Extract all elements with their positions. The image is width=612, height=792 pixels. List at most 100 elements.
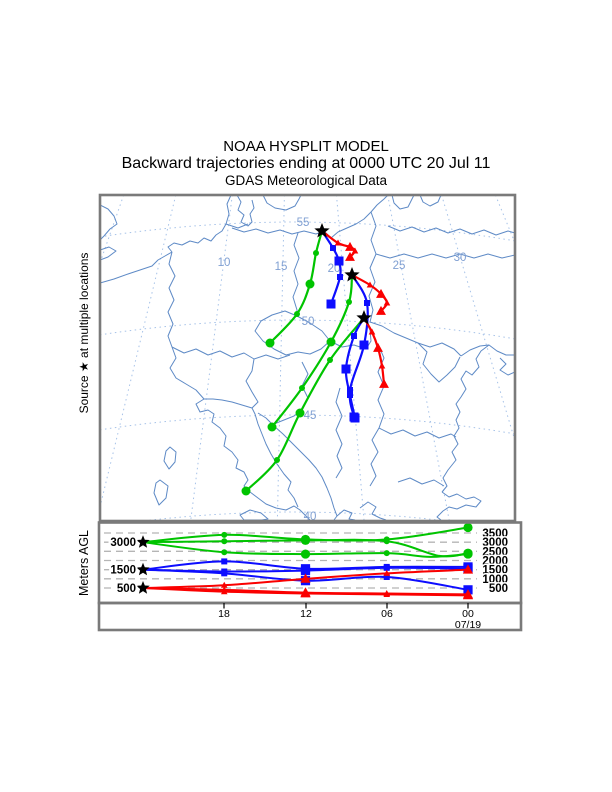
graticule-label: 30 [454, 252, 467, 264]
trajectory-marker-green [326, 337, 336, 347]
longitude-gridline [100, 195, 125, 265]
basemap-outline [171, 346, 255, 360]
basemap-outline [167, 195, 232, 253]
basemap-outline [460, 344, 490, 357]
graticule-label: 20 [328, 263, 341, 275]
time-axis-date-label: 07/19 [455, 619, 481, 631]
basemap-outline [335, 387, 343, 479]
trajectory-marker-red [383, 590, 391, 597]
basemap-outline [369, 427, 380, 487]
latitude-gridline [100, 319, 515, 340]
model-title: NOAA HYSPLIT MODEL [223, 138, 389, 155]
trajectory-marker-red [368, 328, 376, 335]
basemap-outline [100, 246, 117, 261]
time-axis-tick-label: 12 [300, 608, 312, 620]
height-axis-label-right: 3000 [482, 537, 508, 549]
basemap-outline [368, 211, 377, 323]
basemap-outline [245, 358, 259, 409]
trajectory-marker-blue [359, 340, 369, 350]
trajectory-marker-green [274, 457, 280, 463]
height-axis-label-right: 500 [489, 583, 508, 595]
trajectory-marker-blue [334, 256, 344, 266]
met-data-subtitle: GDAS Meteorological Data [224, 173, 388, 188]
trajectory-marker-blue [383, 574, 390, 580]
trajectory-marker-red [376, 288, 386, 298]
trajectory-marker-blue [341, 364, 351, 374]
graticule-label: 50 [302, 316, 315, 328]
trajectory-marker-blue [300, 565, 311, 576]
source-star-icon [314, 223, 330, 238]
trajectory-marker-red [378, 362, 386, 369]
latitude-gridline [100, 414, 515, 435]
source-star-icon [136, 535, 150, 548]
trajectory-marker-blue [383, 564, 390, 571]
trajectory-marker-blue [221, 558, 228, 565]
trajectory-marker-green [327, 357, 333, 363]
trajectory-marker-red [462, 564, 474, 574]
trajectory-marker-red [345, 251, 355, 261]
basemap-outline [100, 251, 173, 284]
trajectory-marker-red [383, 299, 391, 306]
source-star-icon [136, 562, 150, 576]
height-axis-label-left: 3000 [110, 537, 136, 549]
map-trajectory-green [244, 316, 366, 493]
map-frame [98, 193, 517, 523]
trajectory-marker-blue [350, 413, 360, 423]
trajectory-marker-blue [221, 570, 228, 577]
trajectory-marker-green [346, 299, 352, 305]
trajectory-marker-red [383, 569, 391, 576]
height-axis-label-right: 2000 [482, 556, 508, 568]
trajectory-marker-green [383, 550, 390, 557]
height-axis-label-left: 1500 [110, 565, 136, 577]
longitude-gridline [190, 195, 233, 521]
trajectory-marker-green [300, 549, 311, 559]
longitude-gridline [441, 195, 515, 443]
basemap-outline [369, 321, 462, 357]
trajectory-marker-green [294, 311, 300, 317]
basemap-outline [375, 253, 515, 259]
basemap-outline [397, 477, 445, 487]
basemap-outline [153, 479, 169, 506]
trajectory-marker-red [366, 281, 374, 288]
source-star-icon [136, 581, 150, 594]
basemap-outline [499, 357, 515, 376]
basemap-outline [417, 342, 461, 383]
basemap-outline [441, 344, 515, 493]
basemap-outline [292, 232, 300, 316]
trajectory-marker-blue [337, 274, 343, 280]
trajectory-marker-green [299, 385, 305, 391]
time-axis-tick-label: 18 [218, 608, 230, 620]
trajectory-marker-blue [330, 245, 336, 251]
source-star-icon [356, 310, 372, 325]
map-layers: 55 50 45 40 10 15 20 25 30 [100, 195, 515, 523]
basemap-outline [436, 491, 482, 521]
graticule-label: 10 [218, 257, 231, 269]
graticule-label: 15 [275, 261, 288, 273]
trajectory-marker-red [379, 378, 389, 388]
trajectory-marker-green [305, 279, 315, 289]
trajectory-marker-red [300, 588, 311, 598]
basemap-outline [169, 346, 205, 400]
trajectory-marker-green [383, 538, 390, 545]
latitude-gridline [100, 221, 515, 242]
trajectory-marker-green [221, 538, 228, 545]
trajectory-marker-green [463, 549, 473, 559]
height-axis-label-right: 2500 [482, 546, 508, 558]
trajectory-marker-red [376, 305, 386, 315]
trajectory-marker-red [373, 342, 383, 352]
trajectory-marker-red [462, 590, 474, 600]
height-series-green [142, 541, 469, 558]
basemap-outline [387, 225, 515, 236]
trajectory-marker-blue [351, 333, 357, 339]
trajectory-marker-green [265, 338, 275, 348]
basemap-outline [253, 354, 291, 360]
trajectory-marker-red [345, 241, 355, 251]
graticule-label: 40 [304, 511, 317, 523]
map-trajectory-green [270, 273, 354, 429]
basemap-outline [359, 501, 387, 521]
longitude-gridline [100, 195, 177, 510]
height-axis-label-right: 1000 [482, 574, 508, 586]
